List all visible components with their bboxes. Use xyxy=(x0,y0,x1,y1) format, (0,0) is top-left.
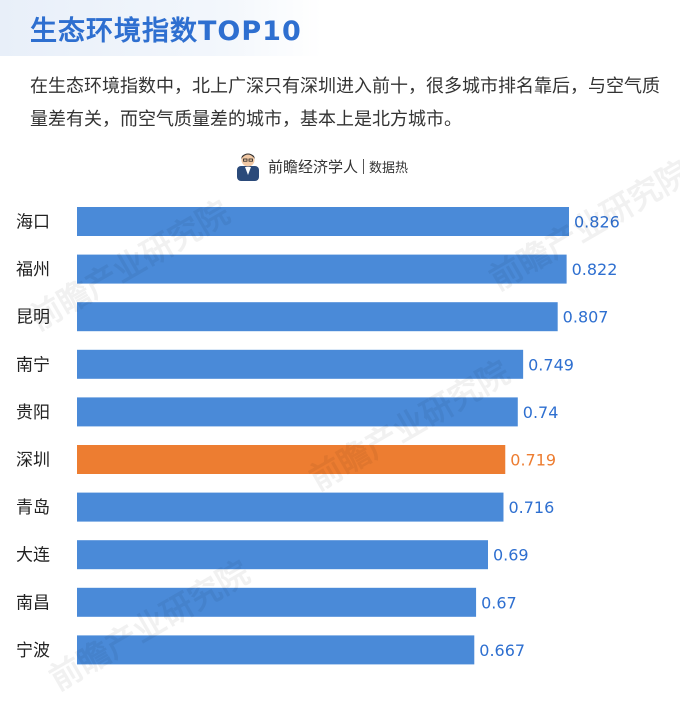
bar xyxy=(77,587,477,617)
value-label: 0.719 xyxy=(510,451,556,470)
value-label: 0.67 xyxy=(481,593,517,612)
category-label: 深圳 xyxy=(16,451,50,471)
value-label: 0.822 xyxy=(572,260,618,279)
value-label: 0.69 xyxy=(493,546,529,565)
bar xyxy=(77,397,518,427)
avatar-icon xyxy=(237,153,259,181)
bar xyxy=(77,349,524,379)
category-label: 福州 xyxy=(16,260,50,280)
bar-highlight xyxy=(77,445,506,474)
byline: 前瞻经济学人 数据热 xyxy=(234,150,408,182)
bar xyxy=(77,302,558,332)
category-label: 海口 xyxy=(16,213,50,233)
bar xyxy=(77,207,569,236)
category-label: 昆明 xyxy=(16,308,50,328)
category-label: 大连 xyxy=(16,546,50,566)
byline-divider xyxy=(363,158,365,174)
title-banner: 生态环境指数TOP10 xyxy=(0,0,322,56)
category-label: 宁波 xyxy=(16,641,50,661)
value-label: 0.826 xyxy=(574,213,620,232)
category-label: 贵阳 xyxy=(16,403,50,423)
value-label: 0.807 xyxy=(563,308,609,327)
byline-sub: 数据热 xyxy=(369,160,409,176)
value-label: 0.667 xyxy=(479,641,525,660)
brand-name: 前瞻经济学人 xyxy=(268,157,359,176)
bar xyxy=(77,492,504,522)
page-title: 生态环境指数TOP10 xyxy=(30,16,302,47)
value-label: 0.749 xyxy=(528,355,574,374)
category-label: 南宁 xyxy=(16,355,50,375)
bar xyxy=(77,540,488,570)
value-label: 0.716 xyxy=(508,498,554,517)
category-label: 青岛 xyxy=(16,498,50,518)
category-label: 南昌 xyxy=(16,593,50,613)
bar xyxy=(77,254,567,284)
value-label: 0.74 xyxy=(523,403,559,422)
description-text: 在生态环境指数中，北上广深只有深圳进入前十，很多城市排名靠后，与空气质量差有关，… xyxy=(30,76,660,130)
bar xyxy=(77,635,475,665)
